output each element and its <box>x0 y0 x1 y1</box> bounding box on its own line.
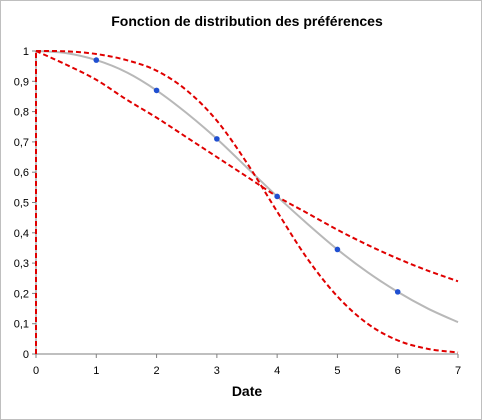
data-point <box>214 136 220 142</box>
x-tick-label: 3 <box>214 365 220 377</box>
data-point <box>153 87 160 94</box>
y-tick-label: 0,3 <box>14 258 29 270</box>
data-point <box>274 193 280 200</box>
data-point <box>334 246 341 253</box>
y-tick-label: 0,9 <box>14 76 29 88</box>
bound-curve-3 <box>35 50 459 283</box>
y-tick-label: 0 <box>23 349 29 361</box>
x-tick-label: 1 <box>93 365 99 377</box>
x-axis-ticks: 0 1 2 3 4 5 6 7 <box>33 354 461 377</box>
x-tick-label: 5 <box>334 365 340 377</box>
y-tick-label: 1 <box>23 46 29 58</box>
x-tick-label: 0 <box>33 365 39 377</box>
data-point <box>394 289 401 295</box>
y-tick-label: 0,1 <box>14 319 29 331</box>
y-tick-label: 0,4 <box>14 228 29 240</box>
x-tick-label: 2 <box>154 365 160 377</box>
axes <box>35 51 458 355</box>
y-tick-label: 0,6 <box>14 167 29 179</box>
fitted-curve <box>35 50 459 324</box>
x-axis-label: Date <box>232 383 263 399</box>
series-group <box>35 49 459 354</box>
bound-curve-2 <box>35 49 459 354</box>
y-axis-ticks: 0 0,1 0,2 0,3 0,4 0,5 0,6 0,7 0,8 0,9 1 <box>14 46 36 361</box>
y-tick-label: 0,5 <box>14 198 29 210</box>
x-tick-label: 6 <box>395 365 401 377</box>
y-tick-label: 0,8 <box>14 107 29 119</box>
chart-title: Fonction de distribution des préférences <box>111 13 383 29</box>
y-tick-label: 0,2 <box>14 288 29 300</box>
y-tick-label: 0,7 <box>14 137 29 149</box>
x-tick-label: 4 <box>274 365 280 377</box>
data-point <box>93 57 100 63</box>
x-tick-label: 7 <box>455 365 461 377</box>
